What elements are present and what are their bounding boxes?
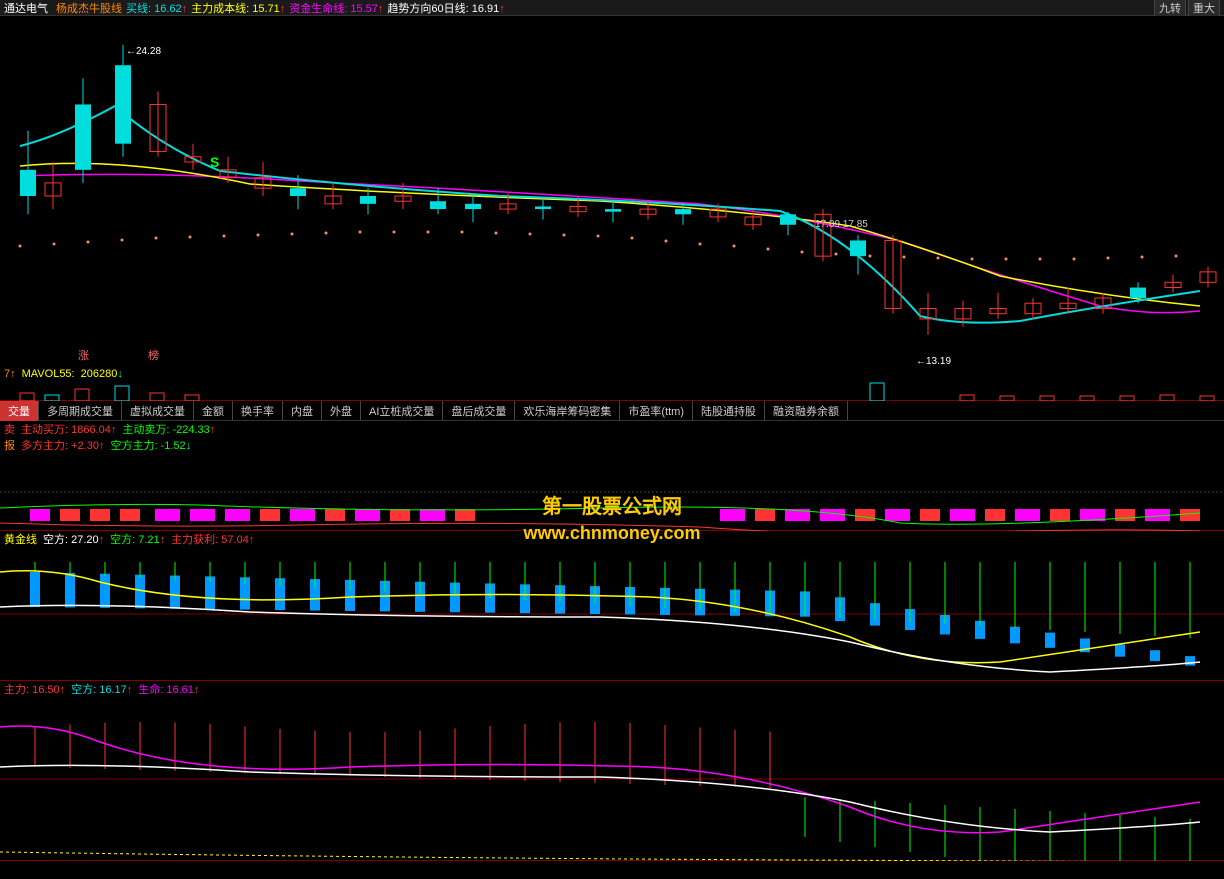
indicator-value: 主动卖万: -224.33 (122, 421, 215, 437)
header-indicator: 杨成杰牛股线 (56, 3, 122, 15)
vol-prefix: 7↑ (4, 368, 16, 380)
mavol-label: MAVOL55: (22, 368, 75, 380)
tab-1[interactable]: 多周期成交量 (39, 401, 122, 421)
bang-label: 榜 (148, 347, 159, 363)
mavol-value: 206280 (81, 368, 123, 380)
indicator-value: 主力获利: 57.04 (171, 531, 254, 547)
indicator-3-panel[interactable]: 主力: 16.50 空方: 16.17 生命: 16.61 (0, 681, 1224, 861)
volume-panel[interactable]: 7↑ MAVOL55: 206280 (0, 366, 1224, 401)
header-bar: 通达电气 杨成杰牛股线买线: 16.62 主力成本线: 15.71 资金生命线: 1… (0, 0, 1224, 16)
indicator-value: 黄金线 (4, 531, 37, 547)
indicator-value: 空方: 16.17 (71, 681, 132, 697)
stock-name: 通达电气 (4, 0, 48, 16)
indicator-2-panel[interactable]: 黄金线空方: 27.20 空方: 7.21 主力获利: 57.04 (0, 531, 1224, 681)
tab-3[interactable]: 金额 (194, 401, 233, 421)
s-marker: S (210, 154, 219, 170)
indicator-value: 卖 (4, 421, 15, 437)
indicator-value: 空方主力: -1.52 (110, 437, 191, 453)
indicator-tabs: 交量多周期成交量虚拟成交量金额换手率内盘外盘AI立桩成交量盘后成交量欢乐海岸筹码… (0, 401, 1224, 421)
mid-price-label: 17.89 17.85 (815, 219, 868, 230)
indicator-1-panel[interactable]: 卖主动买万: 1866.04 主动卖万: -224.33 报多方主力: +2.30… (0, 421, 1224, 531)
header-indicator: 买线: 16.62 (126, 3, 187, 15)
tab-8[interactable]: 盘后成交量 (443, 401, 515, 421)
header-indicator: 趋势方向60日线: 16.91 (387, 3, 504, 15)
tab-12[interactable]: 融资融券余额 (765, 401, 848, 421)
header-indicator: 主力成本线: 15.71 (191, 3, 285, 15)
indicator-value: 报 (4, 437, 15, 453)
candle-chart-panel[interactable]: ←24.28 ←13.19 17.89 17.85 S 涨 榜 (0, 16, 1224, 366)
tab-6[interactable]: 外盘 (322, 401, 361, 421)
header-button[interactable]: 九转 (1154, 0, 1186, 17)
indicator-value: 主力: 16.50 (4, 681, 65, 697)
header-indicator: 资金生命线: 15.57 (289, 3, 383, 15)
tab-7[interactable]: AI立桩成交量 (361, 401, 443, 421)
tab-5[interactable]: 内盘 (283, 401, 322, 421)
tab-10[interactable]: 市盈率(ttm) (620, 401, 693, 421)
indicator-value: 空方: 7.21 (110, 531, 165, 547)
tab-0[interactable]: 交量 (0, 401, 39, 421)
tab-2[interactable]: 虚拟成交量 (122, 401, 194, 421)
tab-11[interactable]: 陆股通持股 (693, 401, 765, 421)
zhang-label: 涨 (78, 347, 89, 363)
indicator-value: 主动买万: 1866.04 (21, 421, 116, 437)
indicator-value: 多方主力: +2.30 (21, 437, 104, 453)
tab-4[interactable]: 换手率 (233, 401, 283, 421)
indicator-value: 生命: 16.61 (138, 681, 199, 697)
tab-9[interactable]: 欢乐海岸筹码密集 (515, 401, 620, 421)
indicator-value: 空方: 27.20 (43, 531, 104, 547)
header-button[interactable]: 重大 (1188, 0, 1220, 17)
high-price-label: ←24.28 (126, 46, 161, 57)
